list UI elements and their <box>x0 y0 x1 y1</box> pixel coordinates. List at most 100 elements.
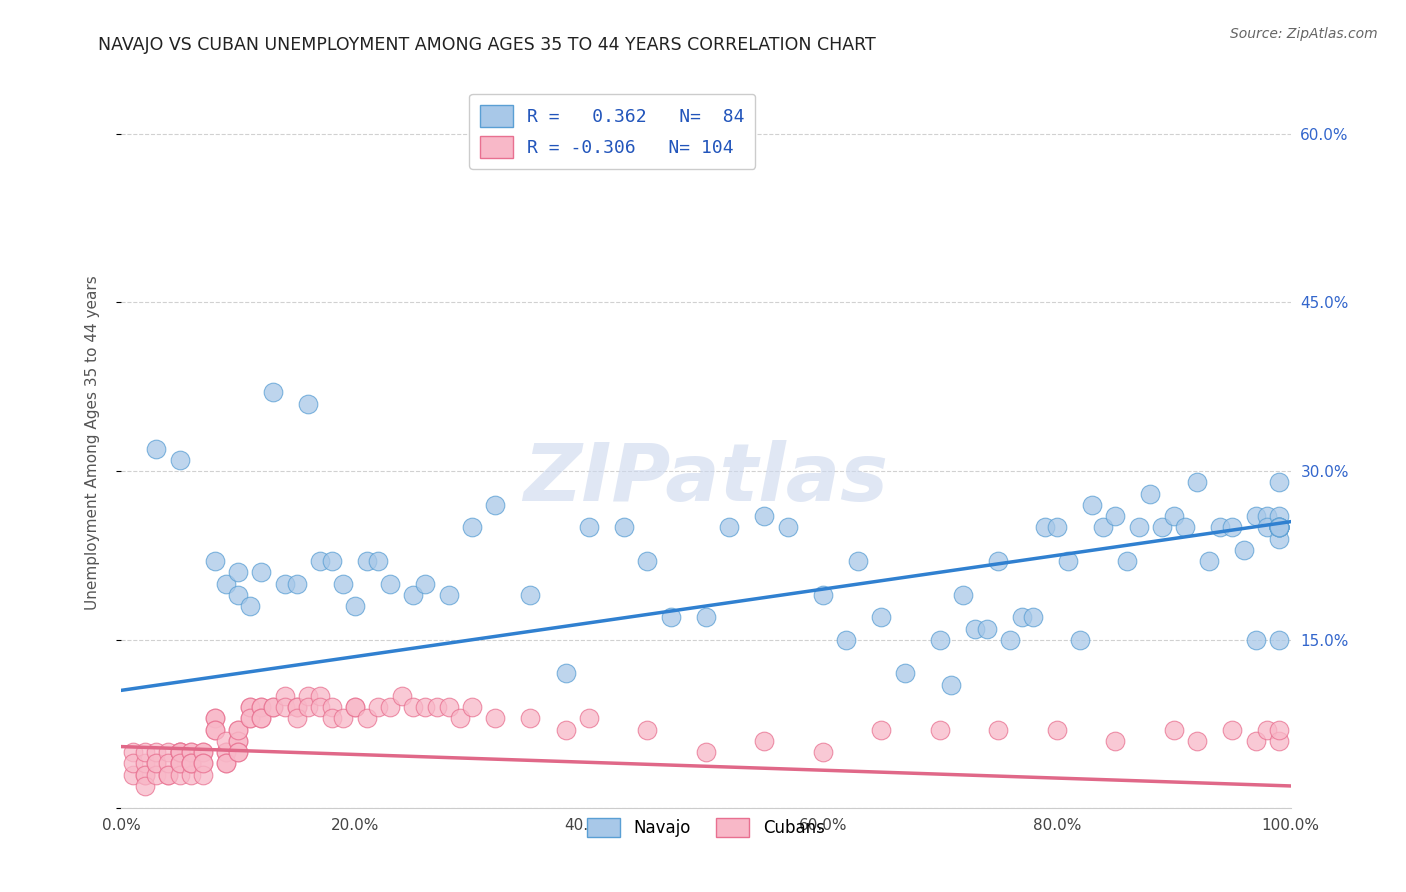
Point <box>191 745 214 759</box>
Point <box>378 576 401 591</box>
Point <box>1057 554 1080 568</box>
Point <box>169 756 191 771</box>
Point <box>321 554 343 568</box>
Point <box>344 700 367 714</box>
Point <box>262 700 284 714</box>
Point <box>554 666 576 681</box>
Point <box>1268 520 1291 534</box>
Point <box>449 711 471 725</box>
Point <box>285 576 308 591</box>
Point <box>297 396 319 410</box>
Point <box>169 756 191 771</box>
Point <box>1256 520 1278 534</box>
Point <box>1268 520 1291 534</box>
Point <box>274 576 297 591</box>
Point <box>134 779 156 793</box>
Point <box>191 756 214 771</box>
Point <box>226 723 249 737</box>
Point <box>145 768 167 782</box>
Point <box>356 554 378 568</box>
Point <box>156 768 179 782</box>
Point <box>180 745 202 759</box>
Point <box>1046 520 1069 534</box>
Point <box>402 588 425 602</box>
Point <box>297 689 319 703</box>
Point <box>811 588 834 602</box>
Point <box>963 622 986 636</box>
Point <box>1069 632 1091 647</box>
Point <box>204 554 226 568</box>
Point <box>1233 542 1256 557</box>
Point <box>1256 509 1278 524</box>
Point <box>121 745 143 759</box>
Point <box>413 576 436 591</box>
Point <box>1268 520 1291 534</box>
Point <box>519 711 541 725</box>
Point <box>987 554 1010 568</box>
Point <box>1092 520 1115 534</box>
Point <box>121 768 143 782</box>
Point <box>1220 520 1243 534</box>
Point <box>321 711 343 725</box>
Point <box>285 700 308 714</box>
Point <box>578 711 600 725</box>
Point <box>191 745 214 759</box>
Point <box>169 745 191 759</box>
Point <box>1268 520 1291 534</box>
Point <box>461 520 484 534</box>
Point <box>215 745 238 759</box>
Point <box>1185 475 1208 490</box>
Point <box>928 723 950 737</box>
Point <box>870 610 893 624</box>
Point <box>215 576 238 591</box>
Point <box>754 509 776 524</box>
Point <box>204 723 226 737</box>
Point <box>811 745 834 759</box>
Point <box>309 700 332 714</box>
Point <box>134 756 156 771</box>
Point <box>636 723 658 737</box>
Point <box>156 768 179 782</box>
Point <box>215 734 238 748</box>
Point <box>169 452 191 467</box>
Point <box>1220 723 1243 737</box>
Point <box>1163 509 1185 524</box>
Text: Source: ZipAtlas.com: Source: ZipAtlas.com <box>1230 27 1378 41</box>
Point <box>1244 632 1267 647</box>
Point <box>321 700 343 714</box>
Point <box>169 745 191 759</box>
Point <box>1209 520 1232 534</box>
Point <box>226 588 249 602</box>
Point <box>484 711 506 725</box>
Point <box>226 723 249 737</box>
Point <box>180 756 202 771</box>
Point <box>1198 554 1220 568</box>
Point <box>1046 723 1069 737</box>
Point <box>437 588 460 602</box>
Point <box>239 700 262 714</box>
Point <box>519 588 541 602</box>
Point <box>378 700 401 714</box>
Point <box>846 554 869 568</box>
Point <box>250 711 273 725</box>
Point <box>391 689 413 703</box>
Point <box>145 442 167 456</box>
Point <box>1011 610 1033 624</box>
Point <box>402 700 425 714</box>
Point <box>169 745 191 759</box>
Point <box>1268 520 1291 534</box>
Point <box>1150 520 1173 534</box>
Point <box>987 723 1010 737</box>
Point <box>204 723 226 737</box>
Point <box>1268 520 1291 534</box>
Point <box>215 756 238 771</box>
Point <box>1268 475 1291 490</box>
Point <box>332 711 354 725</box>
Point <box>145 756 167 771</box>
Point <box>285 711 308 725</box>
Point <box>134 768 156 782</box>
Point <box>156 756 179 771</box>
Point <box>1268 532 1291 546</box>
Point <box>344 599 367 613</box>
Point <box>145 756 167 771</box>
